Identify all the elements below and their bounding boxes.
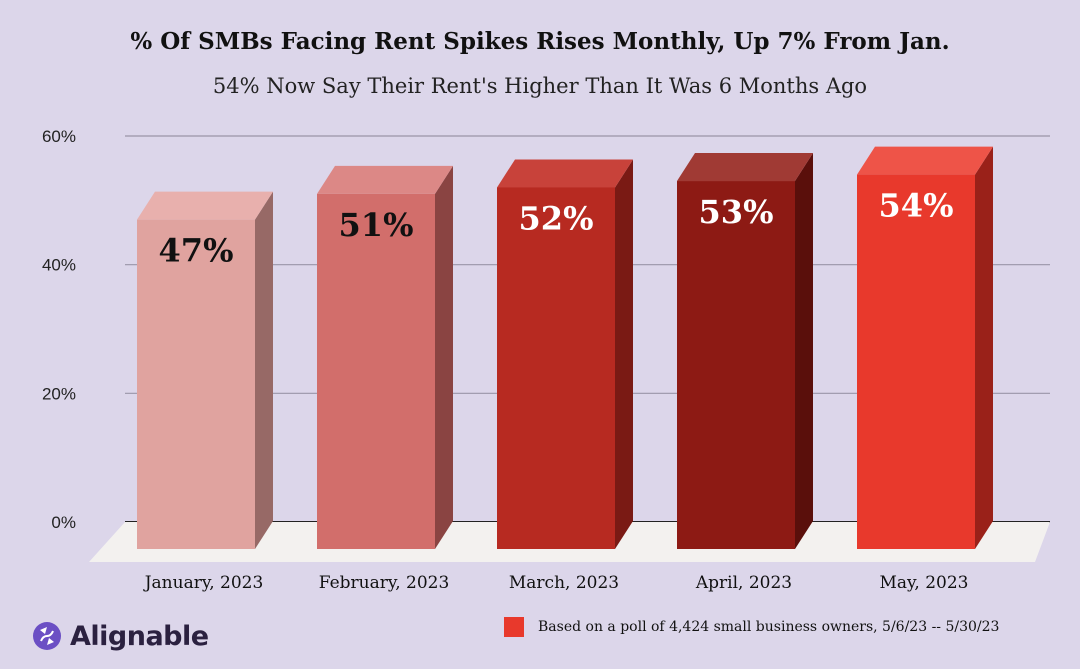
chart-subtitle: 54% Now Say Their Rent's Higher Than It … [212,74,868,98]
y-tick-label: 0% [51,513,76,532]
y-tick-label: 40% [42,256,76,275]
brand-logo: Alignable [32,616,209,656]
x-tick-label: February, 2023 [319,573,450,593]
x-tick-label: April, 2023 [695,573,792,593]
data-label: 51% [339,206,414,244]
data-label: 53% [699,193,774,231]
bar [137,219,255,549]
bar-top [137,191,273,220]
bar [497,187,615,549]
data-label: 54% [879,187,954,225]
bar-side [615,159,633,549]
bar-side [975,146,993,549]
legend-swatch [504,617,524,637]
bar [677,181,795,550]
chart-title: % Of SMBs Facing Rent Spikes Rises Month… [130,28,950,55]
bar-top [857,146,993,175]
bar-top [677,153,813,182]
brand-name: Alignable [70,620,209,652]
bar-side [795,153,813,550]
bar-top [317,165,453,194]
bar [857,174,975,549]
data-label: 52% [519,199,594,237]
legend: Based on a poll of 4,424 small business … [504,617,999,637]
x-tick-label: May, 2023 [880,573,969,593]
data-label: 47% [159,232,234,270]
x-tick-label: January, 2023 [143,573,264,593]
y-tick-label: 60% [42,127,76,146]
y-tick-label: 20% [42,384,76,403]
bar-side [435,165,453,549]
legend-label: Based on a poll of 4,424 small business … [538,619,1000,635]
bar [317,193,435,549]
alignable-logo-icon [33,622,61,650]
bar-side [255,191,273,549]
x-tick-label: March, 2023 [509,573,619,593]
bar-top [497,159,633,188]
